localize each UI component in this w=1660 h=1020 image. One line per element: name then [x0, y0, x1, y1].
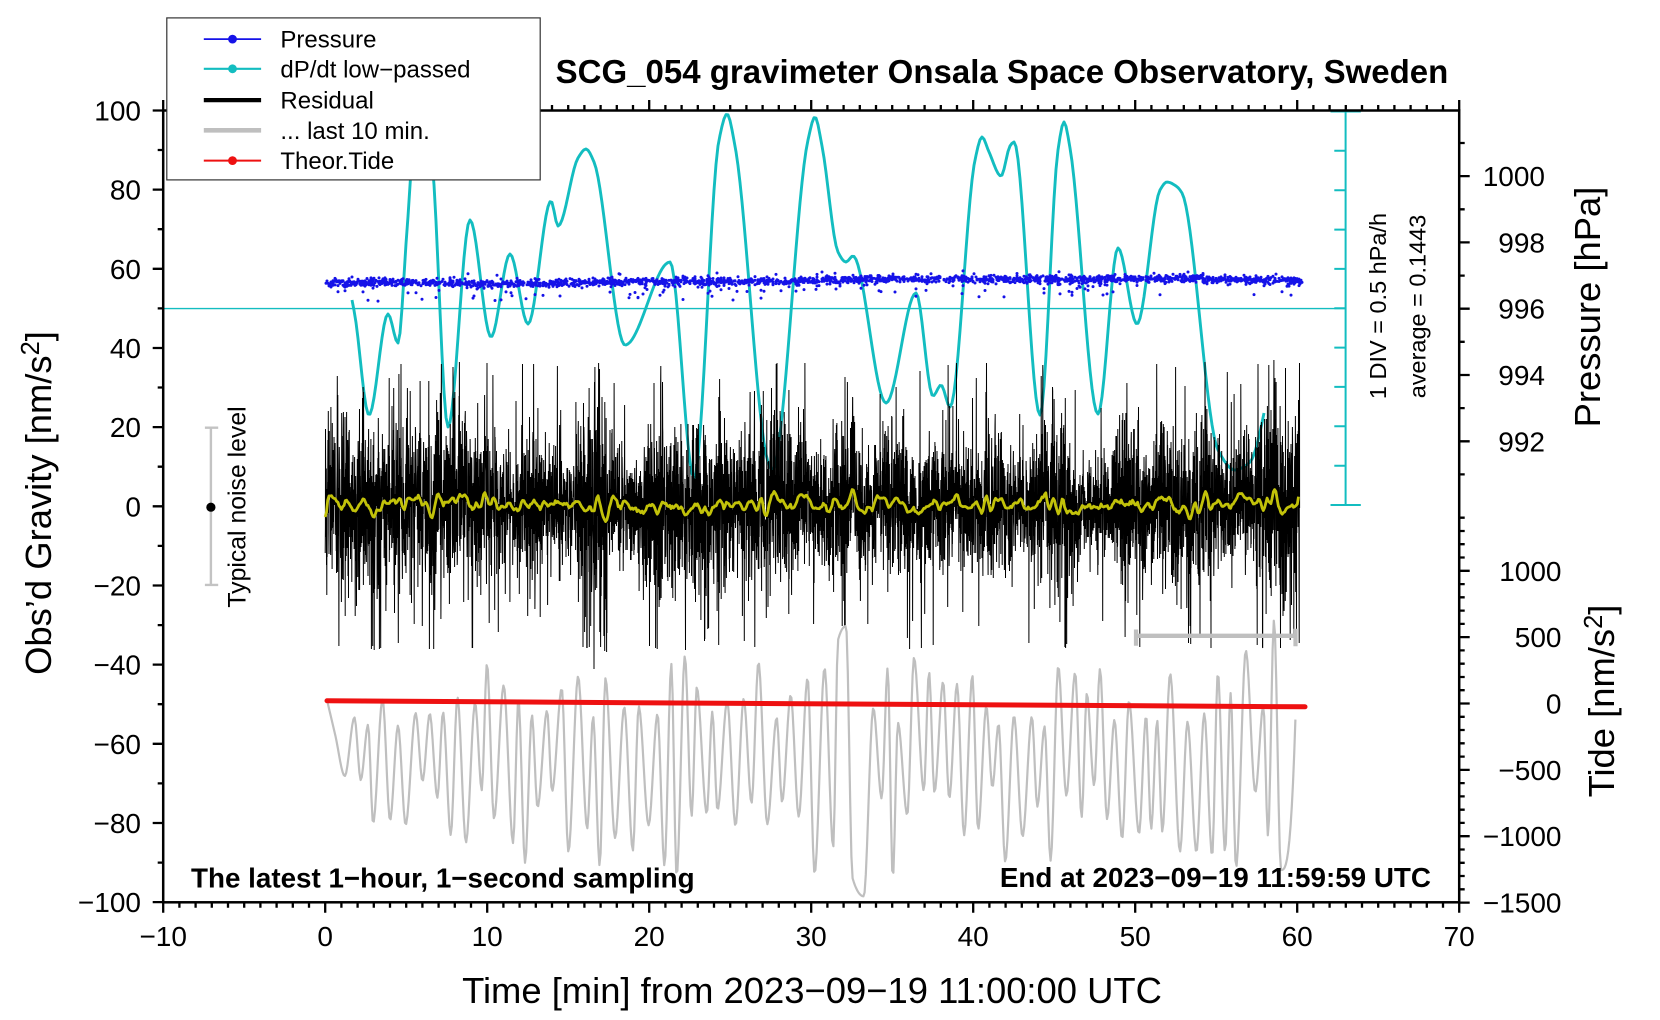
svg-text:−80: −80: [94, 808, 142, 839]
svg-text:0: 0: [125, 491, 141, 522]
svg-text:−10: −10: [139, 921, 187, 952]
svg-text:dP/dt low−passed: dP/dt low−passed: [280, 56, 470, 83]
svg-text:Pressure: Pressure: [280, 27, 376, 54]
svg-text:Obs’d Gravity [nm/s2]: Obs’d Gravity [nm/s2]: [17, 331, 59, 675]
svg-text:Pressure [hPa]: Pressure [hPa]: [1567, 187, 1608, 428]
svg-text:average = 0.1443: average = 0.1443: [1405, 215, 1431, 399]
svg-text:500: 500: [1515, 622, 1562, 653]
svg-text:1000: 1000: [1499, 556, 1561, 587]
svg-text:Tide [nm/s2]: Tide [nm/s2]: [1580, 605, 1622, 798]
svg-text:Residual: Residual: [280, 88, 373, 115]
svg-text:−1500: −1500: [1483, 888, 1562, 919]
svg-text:−100: −100: [78, 887, 141, 918]
svg-text:992: 992: [1498, 426, 1545, 457]
svg-text:Theor.Tide: Theor.Tide: [280, 148, 394, 175]
svg-text:The latest 1−hour, 1−second sa: The latest 1−hour, 1−second sampling: [191, 863, 695, 894]
svg-text:1000: 1000: [1483, 161, 1545, 192]
svg-text:Typical noise level: Typical noise level: [225, 406, 252, 607]
svg-text:20: 20: [110, 412, 141, 443]
svg-text:−20: −20: [94, 571, 142, 602]
svg-text:0: 0: [317, 921, 333, 952]
svg-text:994: 994: [1498, 360, 1545, 391]
svg-text:−40: −40: [94, 650, 142, 681]
svg-text:1 DIV = 0.5 hPa/h: 1 DIV = 0.5 hPa/h: [1365, 213, 1391, 399]
svg-text:60: 60: [1282, 921, 1313, 952]
svg-text:... last 10 min.: ... last 10 min.: [280, 118, 429, 145]
svg-text:50: 50: [1120, 921, 1151, 952]
svg-text:998: 998: [1498, 227, 1545, 258]
svg-text:SCG_054 gravimeter Onsala Spac: SCG_054 gravimeter Onsala Space Observat…: [556, 53, 1449, 90]
svg-text:−1000: −1000: [1483, 821, 1562, 852]
svg-text:End at 2023−09−19 11:59:59 UTC: End at 2023−09−19 11:59:59 UTC: [1000, 862, 1431, 893]
svg-text:60: 60: [110, 254, 141, 285]
svg-text:80: 80: [110, 175, 141, 206]
svg-text:10: 10: [472, 921, 503, 952]
svg-text:0: 0: [1546, 689, 1562, 720]
svg-text:Time [min] from 2023−09−19 11:: Time [min] from 2023−09−19 11:00:00 UTC: [462, 970, 1162, 1011]
svg-text:70: 70: [1444, 921, 1475, 952]
svg-text:996: 996: [1498, 294, 1545, 325]
svg-text:20: 20: [634, 921, 665, 952]
svg-text:100: 100: [94, 96, 141, 127]
svg-text:−500: −500: [1498, 755, 1561, 786]
svg-text:40: 40: [958, 921, 989, 952]
svg-text:30: 30: [796, 921, 827, 952]
svg-text:40: 40: [110, 333, 141, 364]
svg-text:−60: −60: [94, 729, 142, 760]
